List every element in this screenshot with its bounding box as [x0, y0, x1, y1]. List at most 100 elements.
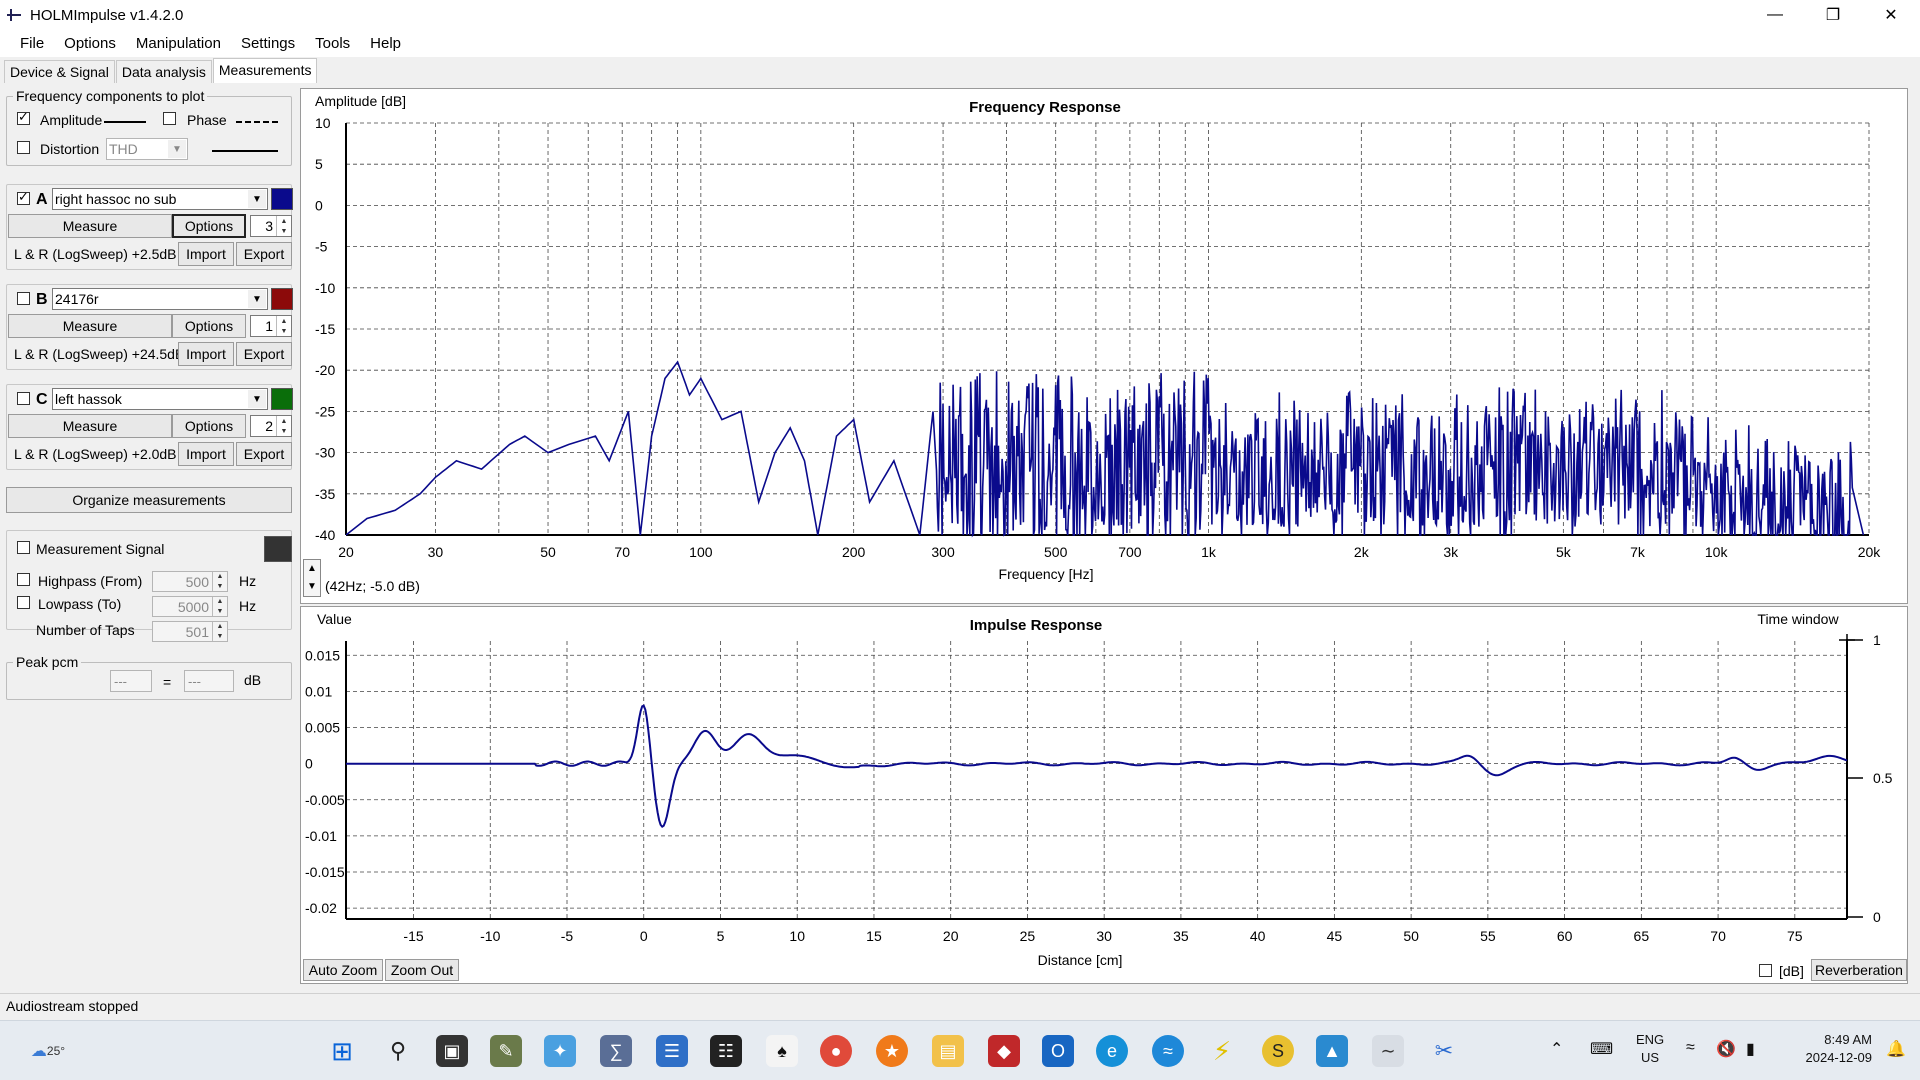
tab-strip: Device & Signal Data analysis Measuremen…	[4, 58, 318, 83]
speaker-muted-icon[interactable]: 🔇	[1716, 1041, 1736, 1058]
app-icon-4[interactable]: ▲	[1316, 1035, 1348, 1067]
holmimpulse-taskbar-icon[interactable]: ∼	[1372, 1035, 1404, 1067]
measurement-a-color-swatch[interactable]	[271, 188, 293, 210]
file-explorer-icon[interactable]: ▤	[932, 1035, 964, 1067]
status-bar: Audiostream stopped	[0, 993, 1920, 1017]
language-indicator[interactable]: ENG US	[1636, 1031, 1664, 1067]
app-icon	[4, 5, 24, 25]
weather-widget[interactable]: ☁ 25°	[30, 1043, 66, 1060]
app-icon-2[interactable]: ◆	[988, 1035, 1020, 1067]
imp-x-axis-label: Distance [cm]	[1038, 952, 1123, 968]
taskbar: ☁ 25° ⊞ ⚲ ▣ ✎ ✦ ∑ ☰ ☷ ♠ ● ★ ▤ ◆ O e ≈ ⚡ S…	[0, 1020, 1920, 1080]
frequency-response-panel: Amplitude [dB] Frequency Response 10 5 0 -5…	[300, 88, 1908, 604]
freq-x-tick: 7k	[1630, 544, 1646, 560]
chevron-up-icon[interactable]: ⌃	[1550, 1041, 1564, 1058]
measurement-b-name-select[interactable]: 24176r ▼	[52, 288, 268, 310]
peak-pcm-group: Peak pcm	[6, 654, 292, 700]
restore-button[interactable]: ❐	[1825, 7, 1841, 24]
firefox-icon[interactable]: ★	[876, 1035, 908, 1067]
amplitude-checkbox[interactable]	[17, 109, 30, 125]
measurement-b-import-button[interactable]: Import	[178, 342, 234, 366]
measurement-c-export-button[interactable]: Export	[236, 442, 292, 466]
menu-help[interactable]: Help	[370, 35, 402, 52]
measurement-b-options-button[interactable]: Options	[172, 314, 246, 338]
menu-settings[interactable]: Settings	[240, 35, 296, 52]
measurement-c-color-swatch[interactable]	[271, 388, 293, 410]
snipping-tool-icon[interactable]: ✂	[1434, 1038, 1454, 1063]
spinner-arrows-icon: ▲ ▼	[212, 622, 227, 641]
measurement-a-checkbox[interactable]	[17, 189, 30, 205]
terminal-icon[interactable]: ☷	[710, 1035, 742, 1067]
notification-bell-icon[interactable]: 🔔	[1886, 1041, 1906, 1058]
measurement-signal-label: Measurement Signal	[36, 541, 165, 557]
app-icon-1[interactable]: ✎	[490, 1035, 522, 1067]
reverberation-button[interactable]: Reverberation	[1811, 959, 1907, 981]
outlook-icon[interactable]: O	[1042, 1035, 1074, 1067]
measurement-c-count-spinner[interactable]: 2 ▲ ▼	[250, 415, 292, 437]
measurement-a-export-button[interactable]: Export	[236, 242, 292, 266]
measurement-a-measure-button[interactable]: Measure	[8, 214, 172, 238]
copilot-icon[interactable]: ✦	[544, 1035, 576, 1067]
db-checkbox[interactable]	[1759, 964, 1772, 977]
keyboard-icon[interactable]: ⌨	[1590, 1041, 1614, 1058]
distortion-type-select[interactable]: THD ▼	[106, 138, 188, 160]
measurement-a-count-spinner[interactable]: 3 ▲ ▼	[250, 215, 292, 237]
freq-y-tick: 10	[315, 115, 331, 131]
auto-zoom-button[interactable]: Auto Zoom	[303, 959, 383, 981]
measurement-b-color-swatch[interactable]	[271, 288, 293, 310]
measurement-c-name-select[interactable]: left hassok ▼	[52, 388, 268, 410]
impulse-response-chart[interactable]: Value Impulse Response Time window 0.015…	[301, 607, 1909, 985]
edge-icon[interactable]: e	[1096, 1035, 1128, 1067]
wifi-icon[interactable]: ≈	[1686, 1039, 1695, 1056]
measurement-a-options-button[interactable]: Options	[172, 214, 246, 238]
task-view-icon[interactable]: ▣	[436, 1035, 468, 1067]
organize-measurements-button[interactable]: Organize measurements	[6, 487, 292, 513]
clock[interactable]: 8:49 AM 2024-12-09	[1786, 1031, 1873, 1067]
app-icon-3[interactable]: ≈	[1152, 1035, 1184, 1067]
imp-x-tick: 25	[1020, 928, 1036, 944]
battery-icon[interactable]: ▮	[1746, 1041, 1755, 1058]
measurement-a-import-button[interactable]: Import	[178, 242, 234, 266]
solitaire-icon[interactable]: ♠	[766, 1035, 798, 1067]
app-icon-lightning[interactable]: ⚡	[1212, 1035, 1232, 1066]
frequency-response-chart[interactable]: Amplitude [dB] Frequency Response 1050-5…	[301, 89, 1909, 605]
measurement-b-measure-button[interactable]: Measure	[8, 314, 172, 338]
menu-manipulation[interactable]: Manipulation	[135, 35, 221, 52]
time-window-tick-label: 0	[1873, 909, 1881, 925]
imp-y-axis-label: Value	[317, 611, 352, 627]
search-icon[interactable]: ⚲	[389, 1038, 407, 1063]
menu-file[interactable]: File	[20, 35, 45, 52]
cursor-scroll-arrows[interactable]: ▲ ▼	[303, 559, 321, 597]
measurement-b-count-spinner[interactable]: 1 ▲ ▼	[250, 315, 292, 337]
number-of-taps-spinner[interactable]: 501 ▲ ▼	[152, 621, 228, 642]
measurement-c-measure-button[interactable]: Measure	[8, 414, 172, 438]
tab-device-signal[interactable]: Device & Signal	[4, 60, 115, 83]
freq-x-tick: 50	[540, 544, 556, 560]
measurement-b-checkbox[interactable]	[17, 292, 30, 305]
measurement-b-export-button[interactable]: Export	[236, 342, 292, 366]
menu-options[interactable]: Options	[64, 35, 116, 52]
tab-measurements[interactable]: Measurements	[212, 58, 318, 83]
lowpass-spinner[interactable]: 5000 ▲ ▼	[152, 596, 228, 617]
minimize-button[interactable]: —	[1767, 6, 1783, 23]
highpass-spinner[interactable]: 500 ▲ ▼	[152, 571, 228, 592]
distortion-checkbox[interactable]	[17, 141, 30, 154]
chrome-icon[interactable]: ●	[820, 1035, 852, 1067]
calculator-icon[interactable]: ∑	[600, 1035, 632, 1067]
app-icon-s[interactable]: S	[1262, 1035, 1294, 1067]
measurement-c-import-button[interactable]: Import	[178, 442, 234, 466]
close-button[interactable]: ✕	[1884, 7, 1898, 24]
tab-data-analysis[interactable]: Data analysis	[115, 60, 212, 83]
measurement-signal-checkbox[interactable]	[17, 541, 30, 554]
lowpass-checkbox[interactable]	[17, 596, 30, 609]
phase-checkbox[interactable]	[163, 112, 176, 125]
zoom-out-button[interactable]: Zoom Out	[385, 959, 459, 981]
measurement-signal-color-swatch[interactable]	[264, 536, 292, 562]
menu-tools[interactable]: Tools	[315, 35, 351, 52]
highpass-checkbox[interactable]	[17, 573, 30, 586]
measurement-c-options-button[interactable]: Options	[172, 414, 246, 438]
windows-start-icon[interactable]: ⊞	[331, 1035, 353, 1066]
notepad-icon[interactable]: ☰	[656, 1035, 688, 1067]
measurement-a-name-select[interactable]: right hassoc no sub ▼	[52, 188, 268, 210]
measurement-c-checkbox[interactable]	[17, 392, 30, 405]
